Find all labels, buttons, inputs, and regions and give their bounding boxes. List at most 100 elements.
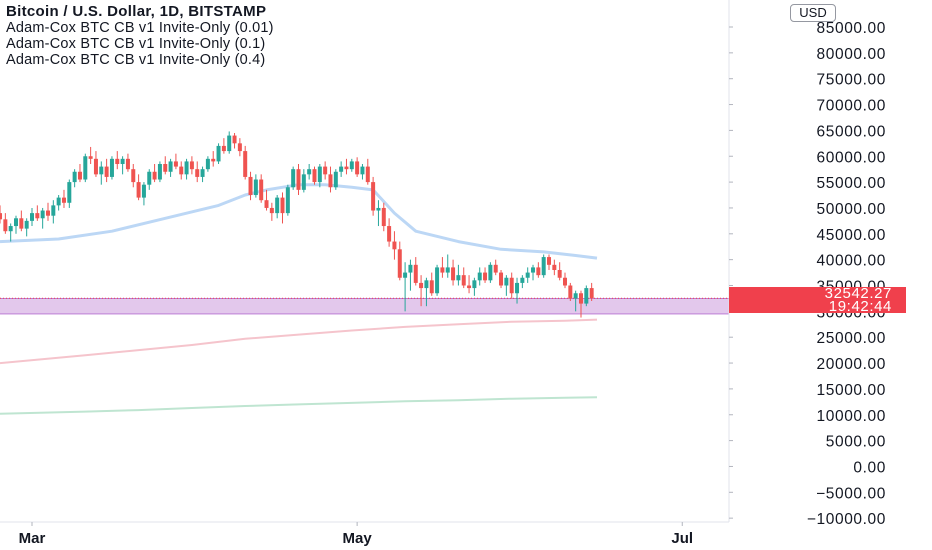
candle bbox=[40, 207, 45, 229]
candle bbox=[568, 282, 573, 302]
candle-body bbox=[24, 220, 29, 229]
time-tick-label: Jul bbox=[671, 530, 693, 547]
candle bbox=[578, 290, 583, 318]
candle-body bbox=[493, 264, 498, 273]
candle bbox=[125, 153, 130, 172]
candle-body bbox=[557, 269, 562, 278]
indicator-label[interactable]: Adam-Cox BTC CB v1 Invite-Only (0.1) bbox=[6, 36, 266, 52]
candle-body bbox=[589, 288, 594, 299]
candle bbox=[419, 275, 424, 307]
candle-body bbox=[120, 158, 125, 165]
price-tick-label: 85000.00 bbox=[817, 20, 886, 37]
last-price: 32542.27 bbox=[824, 285, 892, 302]
candle bbox=[435, 264, 440, 296]
candle bbox=[56, 195, 61, 211]
candle-body bbox=[125, 158, 130, 170]
candle bbox=[403, 262, 408, 312]
candle bbox=[477, 267, 482, 286]
candle bbox=[67, 179, 72, 208]
candle bbox=[317, 164, 322, 188]
last-price-tag: 32542.27 19:42:44 bbox=[729, 285, 906, 314]
time-tick-label: May bbox=[343, 530, 373, 547]
candle bbox=[552, 259, 557, 276]
candle-body bbox=[269, 207, 274, 214]
indicator-label[interactable]: Adam-Cox BTC CB v1 Invite-Only (0.4) bbox=[6, 52, 266, 68]
candle-body bbox=[461, 275, 466, 286]
candle-body bbox=[259, 179, 264, 201]
candle-body bbox=[392, 241, 397, 250]
price-tick-label: −10000.00 bbox=[807, 511, 886, 528]
candle bbox=[365, 158, 370, 185]
candle-body bbox=[541, 257, 546, 276]
candle bbox=[291, 166, 296, 190]
price-tick-label: 40000.00 bbox=[817, 253, 886, 270]
candle bbox=[440, 257, 445, 278]
candle bbox=[301, 169, 306, 193]
candle-body bbox=[520, 277, 525, 283]
candle-body bbox=[216, 145, 221, 162]
candle bbox=[392, 231, 397, 260]
candle bbox=[525, 267, 530, 283]
candle bbox=[355, 157, 360, 177]
candle-body bbox=[136, 182, 141, 198]
candle-body bbox=[253, 179, 258, 196]
candle-body bbox=[355, 161, 360, 175]
candle-body bbox=[45, 210, 50, 216]
candle bbox=[45, 202, 50, 221]
candle bbox=[461, 267, 466, 289]
price-tick-label: 0.00 bbox=[853, 459, 886, 476]
candle-body bbox=[179, 166, 184, 175]
candle bbox=[35, 205, 40, 221]
candle-body bbox=[243, 151, 248, 177]
candle-body bbox=[573, 293, 578, 299]
candle-body bbox=[51, 205, 56, 216]
candle-body bbox=[403, 272, 408, 278]
candle-body bbox=[67, 182, 72, 203]
candle-body bbox=[56, 197, 61, 206]
candle bbox=[120, 156, 125, 175]
indicator-label[interactable]: Adam-Cox BTC CB v1 Invite-Only (0.01) bbox=[6, 20, 274, 36]
candle bbox=[339, 161, 344, 177]
candle bbox=[141, 182, 146, 206]
candle-body bbox=[435, 267, 440, 294]
candle-body bbox=[445, 267, 450, 273]
candle-body bbox=[483, 272, 488, 281]
candle-body bbox=[3, 219, 8, 232]
candle bbox=[147, 169, 152, 190]
price-tick-label: 60000.00 bbox=[817, 149, 886, 166]
candle-body bbox=[173, 161, 178, 167]
candle bbox=[349, 158, 354, 172]
candle bbox=[285, 184, 290, 216]
candle-body bbox=[499, 272, 504, 286]
candle bbox=[563, 272, 567, 289]
candle-body bbox=[365, 166, 370, 183]
candle-body bbox=[333, 171, 338, 188]
price-tick-label: 70000.00 bbox=[817, 98, 886, 115]
candle bbox=[109, 156, 114, 180]
candle bbox=[168, 158, 173, 177]
candle-body bbox=[419, 282, 424, 289]
candle bbox=[520, 275, 525, 289]
candle bbox=[88, 146, 93, 165]
candle bbox=[493, 259, 498, 276]
candle-body bbox=[264, 200, 269, 208]
currency-button[interactable]: USD bbox=[790, 4, 836, 22]
candle-body bbox=[323, 166, 328, 175]
candle-body bbox=[515, 282, 520, 294]
candle-body bbox=[189, 161, 194, 170]
price-tick-label: 45000.00 bbox=[817, 227, 886, 244]
candle-body bbox=[221, 145, 226, 152]
candle bbox=[269, 202, 274, 221]
candle-body bbox=[77, 171, 82, 180]
candle-body bbox=[200, 169, 205, 177]
price-tick-label: 5000.00 bbox=[826, 434, 886, 451]
price-tick-label: 25000.00 bbox=[817, 330, 886, 347]
candle bbox=[312, 166, 317, 185]
candle-body bbox=[584, 288, 589, 304]
candle-body bbox=[35, 213, 40, 219]
candle bbox=[205, 156, 210, 172]
candle-body bbox=[248, 176, 253, 196]
candle bbox=[397, 241, 402, 281]
candle-body bbox=[104, 166, 109, 177]
